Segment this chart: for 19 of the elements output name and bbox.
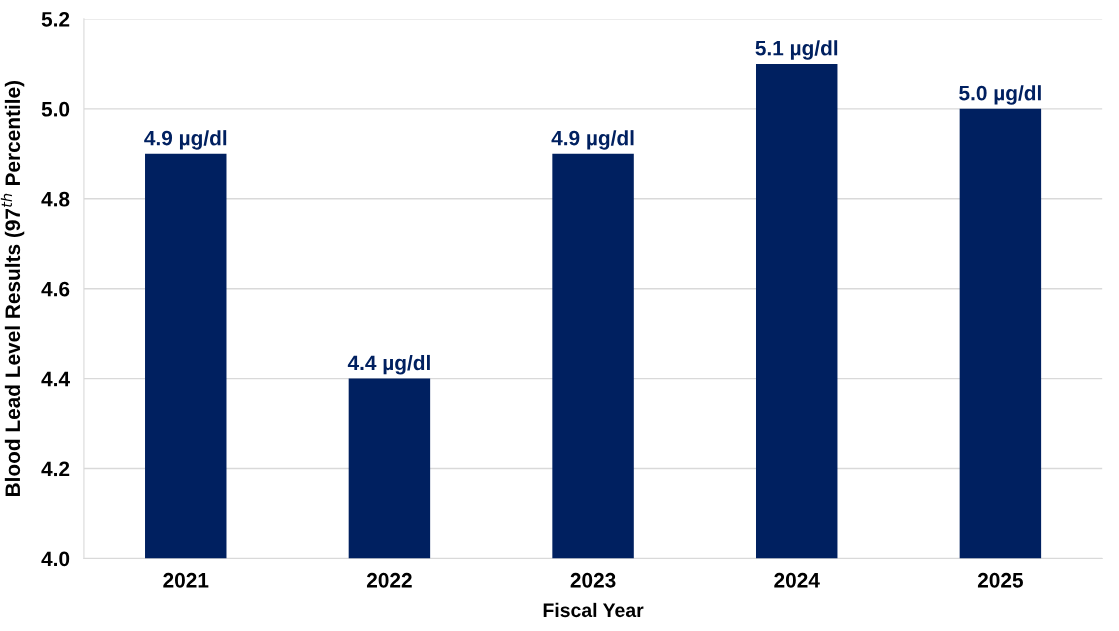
- x-tick-label: 2024: [774, 572, 820, 588]
- y-tick-label: 4.4: [41, 371, 70, 387]
- x-tick-label: 2021: [163, 572, 209, 588]
- y-axis-title: Blood Lead Level Results (97$^{th}$ Percentile): [0, 81, 25, 497]
- x-tick-label: 2025: [977, 572, 1023, 588]
- y-tick-label: 4.0: [41, 551, 70, 567]
- x-tick-label: 2023: [570, 572, 616, 588]
- data-label: 5.1 µg/dl: [755, 40, 838, 60]
- y-tick-label: 4.8: [41, 191, 70, 207]
- y-tick-label: 5.2: [41, 11, 70, 27]
- data-label: 5.0 µg/dl: [959, 85, 1041, 105]
- x-tick-label: 2022: [366, 572, 412, 588]
- x-axis-title: Fiscal Year: [543, 602, 644, 618]
- data-label: 4.9 µg/dl: [551, 130, 634, 150]
- y-tick-label: 5.0: [41, 101, 70, 117]
- data-label: 4.9 µg/dl: [144, 130, 227, 150]
- y-tick-label: 4.6: [41, 281, 70, 297]
- y-tick-label: 4.2: [41, 461, 70, 477]
- data-label: 4.4 µg/dl: [347, 354, 430, 375]
